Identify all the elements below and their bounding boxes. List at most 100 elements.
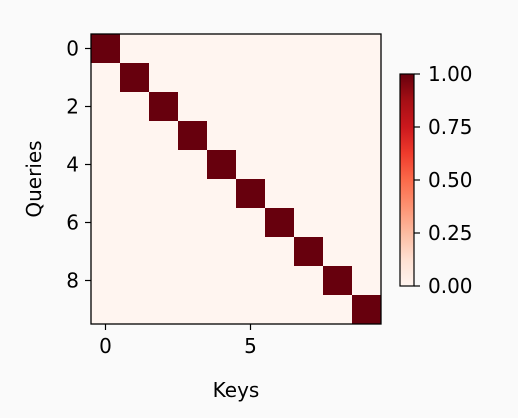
heatmap-cells (91, 34, 382, 325)
heatmap-cell (91, 34, 121, 64)
heatmap-cell (178, 63, 208, 93)
heatmap-cell (294, 179, 324, 209)
heatmap-cell (178, 34, 208, 64)
heatmap-cell (323, 121, 353, 151)
heatmap-cell (120, 295, 150, 325)
heatmap-cell (265, 237, 295, 267)
heatmap-cell (120, 266, 150, 296)
heatmap-cell (265, 63, 295, 93)
heatmap-cell (91, 92, 121, 122)
heatmap-cell (178, 266, 208, 296)
heatmap-cell (323, 208, 353, 238)
heatmap-cell (178, 295, 208, 325)
heatmap-cell (323, 179, 353, 209)
heatmap-cell (91, 63, 121, 93)
heatmap-cell (91, 295, 121, 325)
heatmap-cell (91, 208, 121, 238)
heatmap-cell (120, 237, 150, 267)
heatmap-cell (265, 34, 295, 64)
heatmap-cell (294, 237, 324, 267)
heatmap-cell (207, 295, 237, 325)
heatmap-cell (149, 179, 179, 209)
heatmap-cell (149, 266, 179, 296)
heatmap-cell (294, 295, 324, 325)
heatmap-cell (149, 121, 179, 151)
colorbar-tick-label: 0.50 (428, 168, 473, 192)
heatmap-cell (265, 266, 295, 296)
heatmap-cell (207, 63, 237, 93)
heatmap-cell (352, 208, 382, 238)
heatmap-cell (236, 266, 266, 296)
heatmap-cell (149, 208, 179, 238)
colorbar-tick-label: 0.75 (428, 115, 473, 139)
heatmap-cell (120, 121, 150, 151)
heatmap-cell (207, 92, 237, 122)
heatmap-cell (323, 237, 353, 267)
heatmap-cell (120, 92, 150, 122)
heatmap-cell (294, 150, 324, 180)
heatmap-cell (352, 34, 382, 64)
heatmap-cell (91, 179, 121, 209)
y-tick-label: 6 (66, 211, 79, 235)
heatmap-cell (323, 295, 353, 325)
heatmap-cell (352, 150, 382, 180)
heatmap-cell (178, 92, 208, 122)
heatmap-cell (323, 266, 353, 296)
x-axis-label: Keys (213, 378, 260, 402)
heatmap-cell (120, 179, 150, 209)
heatmap-cell (294, 92, 324, 122)
y-tick-label: 2 (66, 95, 79, 119)
heatmap-cell (323, 92, 353, 122)
colorbar (399, 73, 415, 287)
heatmap-cell (207, 237, 237, 267)
heatmap-cell (236, 179, 266, 209)
heatmap-cell (352, 237, 382, 267)
colorbar-tick-label: 0.00 (428, 274, 473, 298)
heatmap-cell (265, 295, 295, 325)
heatmap-cell (236, 237, 266, 267)
heatmap-cell (149, 92, 179, 122)
y-axis-ticks: 0 2 4 6 8 (66, 37, 91, 293)
heatmap-cell (294, 266, 324, 296)
heatmap-cell (207, 34, 237, 64)
y-axis-label: Queries (22, 140, 46, 217)
colorbar-ticks: 0.00 0.25 0.50 0.75 1.00 (414, 62, 473, 298)
heatmap-cell (236, 208, 266, 238)
heatmap-cell (265, 179, 295, 209)
heatmap-cell (352, 63, 382, 93)
y-tick-label: 0 (66, 37, 79, 61)
colorbar-tick-label: 1.00 (428, 62, 473, 86)
heatmap-cell (323, 150, 353, 180)
heatmap-cell (207, 266, 237, 296)
heatmap-cell (294, 121, 324, 151)
heatmap-cell (178, 150, 208, 180)
heatmap-cell (149, 237, 179, 267)
heatmap-cell (178, 208, 208, 238)
heatmap-cell (294, 63, 324, 93)
heatmap-cell (236, 295, 266, 325)
heatmap-cell (178, 121, 208, 151)
heatmap-cell (149, 63, 179, 93)
heatmap-cell (120, 34, 150, 64)
heatmap-cell (207, 208, 237, 238)
heatmap-cell (236, 34, 266, 64)
heatmap-cell (236, 63, 266, 93)
heatmap-cell (352, 266, 382, 296)
plot-frame (90, 33, 382, 325)
heatmap-cell (352, 92, 382, 122)
heatmap-cell (178, 237, 208, 267)
heatmap-cell (265, 92, 295, 122)
heatmap-cell (236, 121, 266, 151)
x-tick-label: 0 (99, 334, 112, 358)
heatmap-cell (323, 63, 353, 93)
colorbar-tick-label: 0.25 (428, 221, 473, 245)
heatmap-cell (236, 92, 266, 122)
heatmap-cell (294, 34, 324, 64)
heatmap-cell (207, 121, 237, 151)
heatmap-cell (91, 121, 121, 151)
x-tick-label: 5 (244, 334, 257, 358)
heatmap-cell (294, 208, 324, 238)
heatmap-cell (91, 266, 121, 296)
